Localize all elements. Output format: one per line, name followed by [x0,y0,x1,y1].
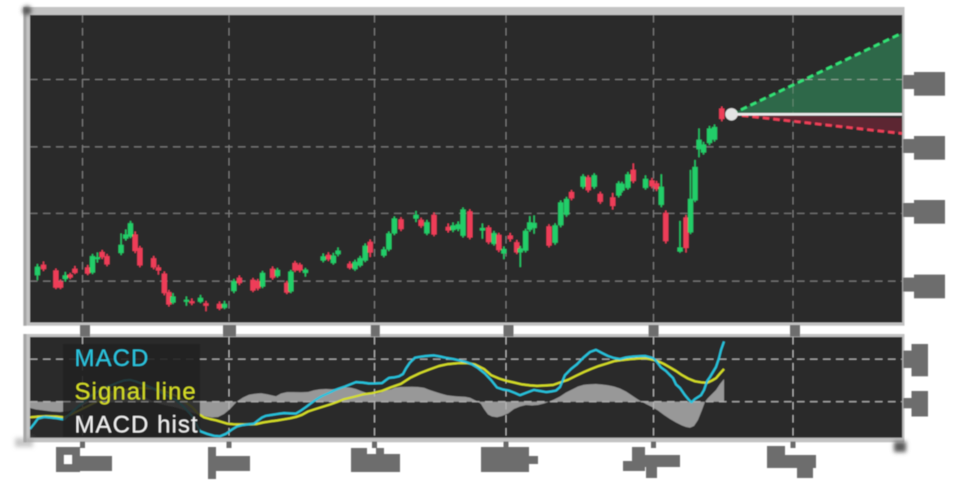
svg-text:MACD hist: MACD hist [75,412,199,439]
svg-text:MACD: MACD [75,345,150,372]
svg-text:Signal line: Signal line [75,378,197,405]
